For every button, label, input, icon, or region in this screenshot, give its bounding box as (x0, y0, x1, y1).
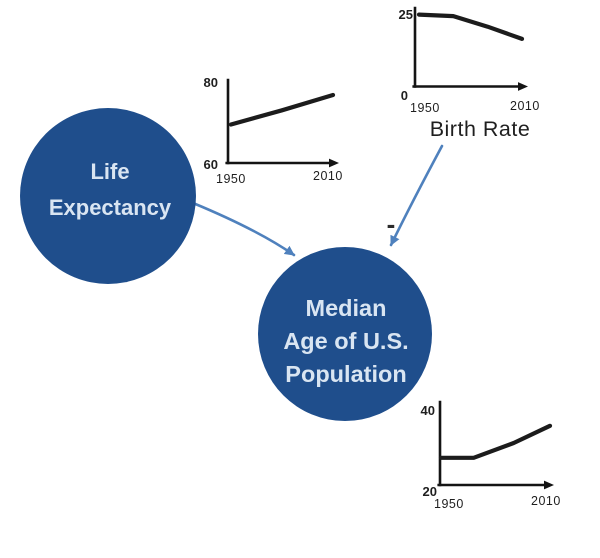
y-tick-label: 0 (401, 88, 408, 103)
median-age-sparkline-chart: 40 20 1950 2010 (421, 400, 561, 511)
x-axis-arrowhead-icon (518, 82, 528, 91)
y-tick-label: 25 (399, 7, 413, 22)
life-expectancy-sparkline-chart: 80 60 1950 2010 (204, 75, 343, 186)
x-tick-label: 2010 (510, 99, 540, 113)
x-tick-label: 2010 (531, 494, 561, 508)
node-label-line: Life (90, 159, 129, 184)
y-tick-label: 80 (204, 75, 218, 90)
y-tick-label: 40 (421, 403, 435, 418)
node-label-line: Median (306, 295, 387, 321)
arrow-birth-rate-to-median-age (389, 144, 444, 247)
birth-rate-trend-line (416, 12, 525, 42)
birth-rate-sparkline-chart: 25 0 1950 2010 Birth Rate (399, 6, 540, 141)
birth-rate-label: Birth Rate (430, 117, 531, 141)
node-label-line: Population (285, 361, 406, 387)
arrow-life-expectancy-to-median-age (191, 201, 296, 257)
life-expectancy-trend-line (228, 92, 336, 127)
life-expectancy-circle (20, 108, 196, 284)
y-tick-label: 20 (423, 484, 437, 499)
node-label-line: Expectancy (49, 195, 172, 220)
life-expectancy-node: Life Expectancy (20, 108, 196, 284)
y-tick-label: 60 (204, 157, 218, 172)
x-axis-arrowhead-icon (544, 480, 554, 490)
polarity-minus-label: - (387, 209, 396, 239)
x-tick-label: 2010 (313, 169, 343, 183)
median-age-circle (258, 247, 432, 421)
x-tick-label: 1950 (434, 497, 464, 511)
x-tick-label: 1950 (216, 172, 246, 186)
median-age-node: Median Age of U.S. Population (258, 247, 432, 421)
x-axis-arrowhead-icon (329, 158, 339, 168)
node-label-line: Age of U.S. (283, 328, 408, 354)
median-age-trend-line (438, 423, 553, 460)
x-tick-label: 1950 (410, 101, 440, 115)
